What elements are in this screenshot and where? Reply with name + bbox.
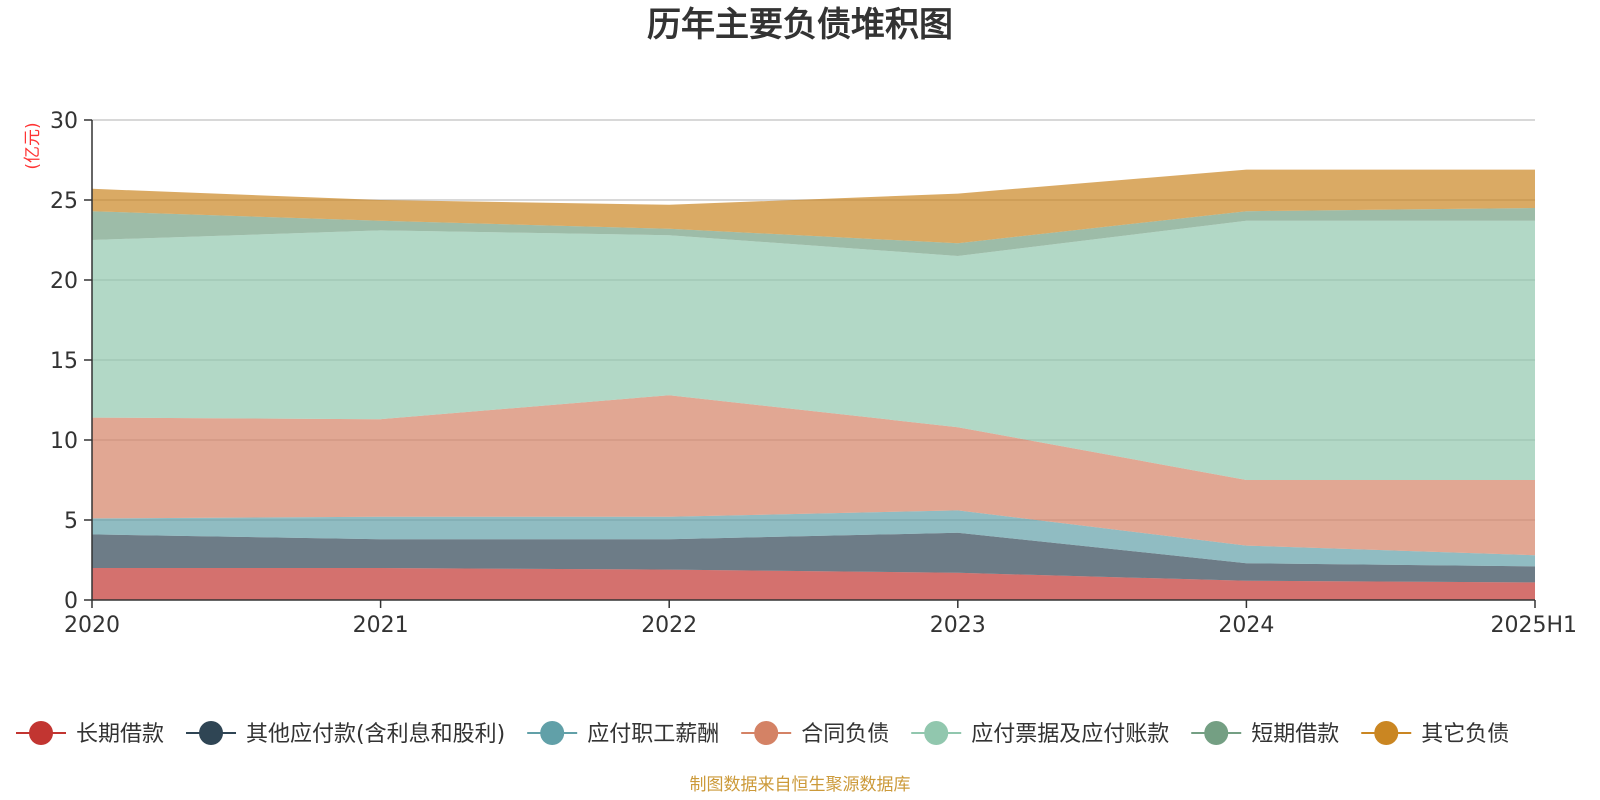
y-tick-label: 5 [64, 509, 78, 534]
legend-label: 应付票据及应付账款 [971, 722, 1169, 747]
y-tick-label: 20 [50, 269, 78, 294]
legend-item-3[interactable]: 应付职工薪酬 [527, 721, 719, 747]
legend-label: 其他应付款(含利息和股利) [246, 722, 505, 747]
area-series-3 [92, 510, 1535, 567]
legend-marker [924, 721, 949, 745]
x-tick-label: 2025H1 [1490, 613, 1577, 638]
y-tick-label: 10 [50, 429, 78, 454]
y-tick-label: 30 [50, 109, 78, 134]
legend-item-6[interactable]: 短期借款 [1191, 721, 1339, 747]
x-tick-label: 2022 [641, 613, 697, 638]
legend-label: 长期借款 [76, 722, 164, 747]
area-series-4 [92, 395, 1535, 556]
legend-marker [1374, 721, 1399, 745]
source-note: 制图数据来自恒生聚源数据库 [690, 775, 911, 795]
y-axis-unit: (亿元) [23, 122, 43, 169]
legend-label: 应付职工薪酬 [587, 722, 719, 747]
legend-item-5[interactable]: 应付票据及应付账款 [911, 721, 1169, 747]
x-tick-label: 2020 [64, 613, 120, 638]
chart-title: 历年主要负债堆积图 [647, 5, 953, 45]
legend-marker [754, 721, 779, 745]
y-tick-label: 15 [50, 349, 78, 374]
legend-label: 合同负债 [801, 722, 889, 747]
legend-item-1[interactable]: 长期借款 [16, 721, 164, 747]
legend: 长期借款 其他应付款(含利息和股利) 应付职工薪酬 合同负债 应付票据及应付账款 短期借款… [16, 721, 1509, 747]
area-series-2 [92, 532, 1535, 583]
x-tick-label: 2024 [1218, 613, 1274, 638]
y-tick-label: 0 [64, 589, 78, 614]
y-tick-label: 25 [50, 189, 78, 214]
axes: 0 5 10 15 20 25 30 2020 2021 2022 2023 2024 2025H1 [50, 109, 1577, 638]
legend-label: 其它负债 [1421, 722, 1509, 747]
area-series-1 [92, 568, 1535, 600]
x-tick-label: 2021 [353, 613, 409, 638]
x-tick-label: 2023 [930, 613, 986, 638]
legend-marker [29, 721, 53, 745]
legend-marker [540, 721, 565, 745]
legend-item-4[interactable]: 合同负债 [741, 721, 889, 747]
area-series-7 [92, 169, 1535, 244]
area-series-6 [92, 208, 1535, 256]
area-series-group [92, 169, 1535, 600]
legend-marker [1204, 721, 1229, 745]
legend-marker [199, 721, 224, 745]
legend-item-2[interactable]: 其他应付款(含利息和股利) [186, 721, 505, 747]
legend-label: 短期借款 [1251, 722, 1339, 747]
legend-item-7[interactable]: 其它负债 [1361, 721, 1509, 747]
area-series-5 [92, 220, 1535, 481]
